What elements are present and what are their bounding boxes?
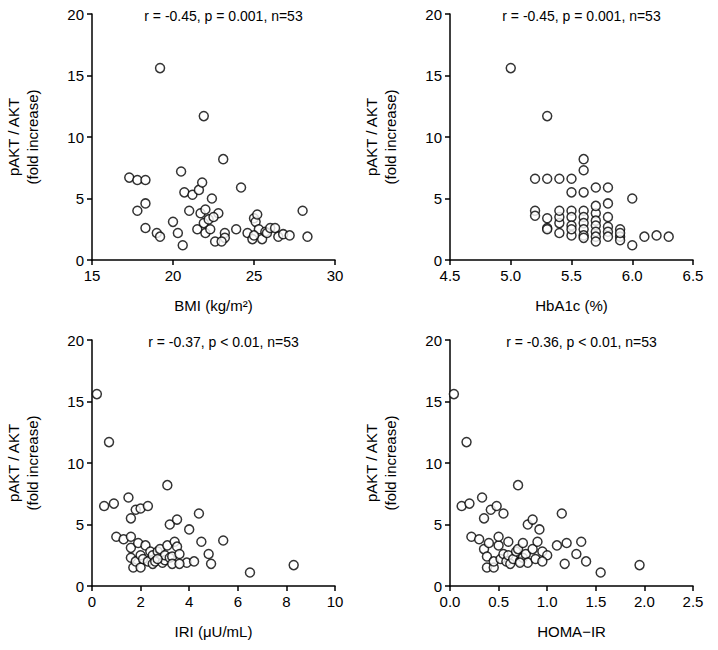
svg-text:r = -0.45, p = 0.001, n=53: r = -0.45, p = 0.001, n=53 bbox=[144, 8, 303, 24]
svg-text:15: 15 bbox=[425, 67, 442, 84]
svg-text:20: 20 bbox=[67, 332, 84, 349]
svg-text:5: 5 bbox=[76, 516, 84, 533]
svg-text:HOMA−IR: HOMA−IR bbox=[537, 623, 606, 640]
svg-text:1.5: 1.5 bbox=[585, 593, 606, 610]
svg-text:pAKT / AKT: pAKT / AKT bbox=[363, 424, 380, 502]
svg-text:r = -0.37, p < 0.01, n=53: r = -0.37, p < 0.01, n=53 bbox=[148, 334, 299, 350]
svg-text:1.0: 1.0 bbox=[537, 593, 558, 610]
svg-text:20: 20 bbox=[67, 6, 84, 23]
svg-text:0: 0 bbox=[434, 578, 442, 595]
svg-text:0: 0 bbox=[76, 252, 84, 269]
svg-text:20: 20 bbox=[425, 332, 442, 349]
svg-text:30: 30 bbox=[327, 267, 344, 284]
svg-text:(fold increase): (fold increase) bbox=[24, 89, 41, 184]
svg-text:pAKT / AKT: pAKT / AKT bbox=[5, 424, 22, 502]
svg-text:HbA1c (%): HbA1c (%) bbox=[535, 297, 608, 314]
svg-text:6.0: 6.0 bbox=[622, 267, 643, 284]
svg-text:2.0: 2.0 bbox=[634, 593, 655, 610]
svg-text:10: 10 bbox=[67, 455, 84, 472]
svg-text:(fold increase): (fold increase) bbox=[382, 415, 399, 510]
svg-text:8: 8 bbox=[282, 593, 290, 610]
svg-text:r = -0.45, p = 0.001, n=53: r = -0.45, p = 0.001, n=53 bbox=[502, 8, 661, 24]
svg-text:6.5: 6.5 bbox=[683, 267, 704, 284]
svg-text:5: 5 bbox=[76, 190, 84, 207]
svg-text:0.0: 0.0 bbox=[440, 593, 461, 610]
svg-text:(fold increase): (fold increase) bbox=[24, 415, 41, 510]
svg-text:0: 0 bbox=[76, 578, 84, 595]
svg-text:15: 15 bbox=[84, 267, 101, 284]
svg-text:(fold increase): (fold increase) bbox=[382, 89, 399, 184]
svg-text:5.5: 5.5 bbox=[561, 267, 582, 284]
svg-text:0.5: 0.5 bbox=[488, 593, 509, 610]
svg-text:pAKT / AKT: pAKT / AKT bbox=[5, 98, 22, 176]
svg-text:25: 25 bbox=[246, 267, 263, 284]
svg-text:15: 15 bbox=[67, 67, 84, 84]
svg-text:20: 20 bbox=[165, 267, 182, 284]
svg-text:4: 4 bbox=[185, 593, 193, 610]
svg-text:15: 15 bbox=[425, 393, 442, 410]
svg-text:0: 0 bbox=[88, 593, 96, 610]
svg-text:2.5: 2.5 bbox=[683, 593, 704, 610]
svg-text:IRI (μU/mL): IRI (μU/mL) bbox=[175, 623, 253, 640]
svg-text:20: 20 bbox=[425, 6, 442, 23]
svg-text:10: 10 bbox=[67, 129, 84, 146]
svg-text:BMI (kg/m²): BMI (kg/m²) bbox=[174, 297, 252, 314]
svg-text:5.0: 5.0 bbox=[500, 267, 521, 284]
svg-text:pAKT / AKT: pAKT / AKT bbox=[363, 98, 380, 176]
svg-text:10: 10 bbox=[425, 455, 442, 472]
svg-text:6: 6 bbox=[234, 593, 242, 610]
svg-text:0: 0 bbox=[434, 252, 442, 269]
svg-text:r = -0.36, p < 0.01, n=53: r = -0.36, p < 0.01, n=53 bbox=[506, 334, 657, 350]
svg-text:5: 5 bbox=[434, 516, 442, 533]
svg-text:4.5: 4.5 bbox=[440, 267, 461, 284]
svg-text:15: 15 bbox=[67, 393, 84, 410]
svg-text:5: 5 bbox=[434, 190, 442, 207]
svg-text:10: 10 bbox=[327, 593, 344, 610]
svg-text:2: 2 bbox=[136, 593, 144, 610]
svg-text:10: 10 bbox=[425, 129, 442, 146]
